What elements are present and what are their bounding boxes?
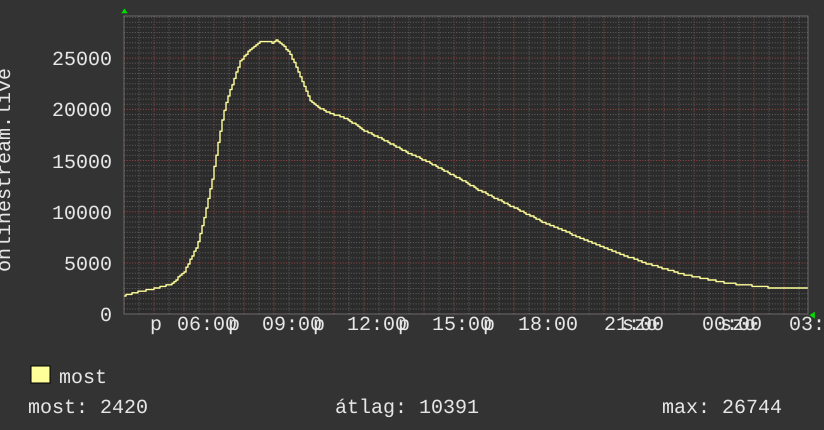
svg-text:szo: szo [622,314,658,337]
svg-text:20000: 20000 [52,100,112,123]
svg-text:15000: 15000 [52,152,112,175]
svg-text:p: p [313,314,325,337]
svg-text:most: 2420: most: 2420 [28,397,148,420]
svg-text:átlag: 10391: átlag: 10391 [335,397,479,420]
svg-text:p: p [228,314,240,337]
svg-text:18:00: 18:00 [518,314,578,337]
svg-text:p: p [150,314,162,337]
svg-text:szo: szo [720,314,756,337]
svg-text:10000: 10000 [52,203,112,226]
svg-text:5000: 5000 [64,254,112,277]
svg-text:max: 26744: max: 26744 [662,397,782,420]
svg-text:p: p [398,314,410,337]
svg-text:p: p [483,314,495,337]
svg-text:03:: 03: [789,314,824,337]
svg-text:onlinestream.live: onlinestream.live [0,68,17,272]
svg-text:25000: 25000 [52,49,112,72]
svg-text:most: most [59,367,107,390]
svg-text:0: 0 [100,305,112,328]
